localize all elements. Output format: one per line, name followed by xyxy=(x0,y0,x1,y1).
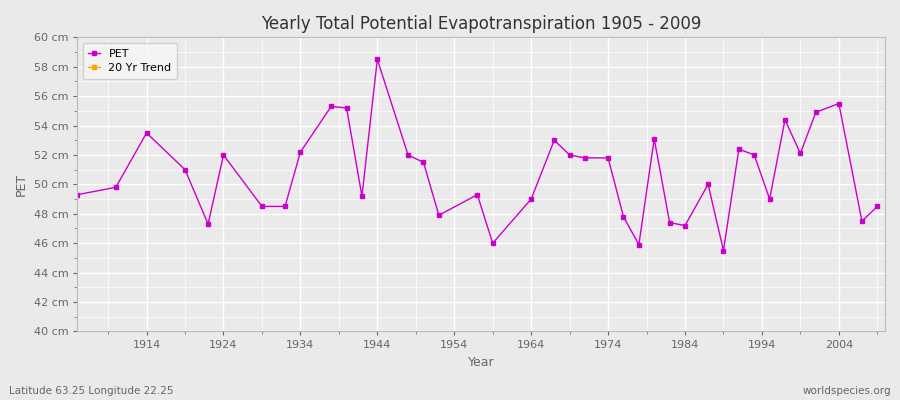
PET xyxy=(295,150,306,154)
PET xyxy=(111,185,122,190)
PET xyxy=(664,220,675,225)
PET xyxy=(402,152,413,157)
PET xyxy=(202,222,213,226)
Y-axis label: PET: PET xyxy=(15,173,28,196)
PET xyxy=(810,110,821,115)
PET xyxy=(564,152,575,157)
PET xyxy=(72,192,83,197)
PET xyxy=(703,182,714,187)
PET xyxy=(341,106,352,110)
Legend: PET, 20 Yr Trend: PET, 20 Yr Trend xyxy=(83,43,177,79)
PET xyxy=(218,152,229,157)
Text: Latitude 63.25 Longitude 22.25: Latitude 63.25 Longitude 22.25 xyxy=(9,386,174,396)
PET xyxy=(180,167,191,172)
PET xyxy=(734,147,744,152)
Line: PET: PET xyxy=(76,58,879,252)
PET xyxy=(256,204,267,209)
PET xyxy=(549,138,560,143)
PET xyxy=(280,204,291,209)
PET xyxy=(434,213,445,218)
PET xyxy=(795,151,806,156)
PET xyxy=(580,156,590,160)
PET xyxy=(718,248,729,253)
Title: Yearly Total Potential Evapotranspiration 1905 - 2009: Yearly Total Potential Evapotranspiratio… xyxy=(261,15,701,33)
PET xyxy=(779,117,790,122)
PET xyxy=(833,101,844,106)
PET xyxy=(356,194,367,198)
PET xyxy=(603,156,614,160)
PET xyxy=(372,57,382,62)
PET xyxy=(857,219,868,224)
PET xyxy=(634,242,644,247)
Text: worldspecies.org: worldspecies.org xyxy=(803,386,891,396)
PET xyxy=(680,223,690,228)
PET xyxy=(618,214,629,219)
PET xyxy=(749,152,760,157)
PET xyxy=(764,197,775,202)
PET xyxy=(487,241,498,246)
PET xyxy=(418,160,429,165)
PET xyxy=(141,130,152,135)
PET xyxy=(326,104,337,109)
PET xyxy=(649,136,660,141)
X-axis label: Year: Year xyxy=(468,356,494,369)
PET xyxy=(872,204,883,209)
PET xyxy=(472,192,482,197)
PET xyxy=(526,197,536,202)
